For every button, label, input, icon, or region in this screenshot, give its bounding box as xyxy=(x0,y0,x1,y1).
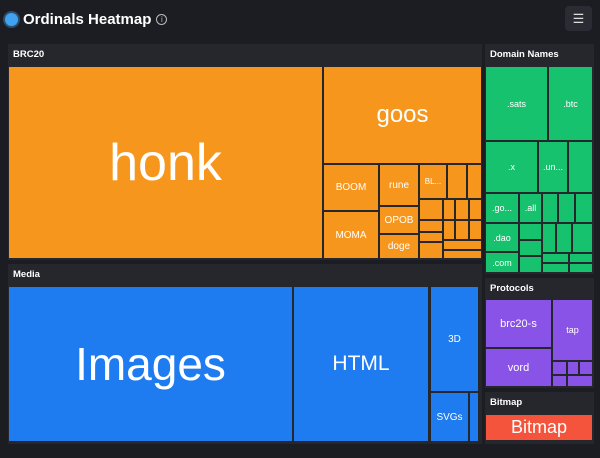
tile-domains-small[interactable] xyxy=(569,142,592,192)
page-title: Ordinals Heatmap xyxy=(23,10,152,28)
panel-label: Bitmap xyxy=(490,397,523,408)
tile-brc20-small[interactable] xyxy=(444,241,481,249)
tile-protocols-small[interactable] xyxy=(580,362,592,374)
tile-opob[interactable]: OPOB xyxy=(380,207,418,233)
tile-domains-small[interactable] xyxy=(543,224,555,252)
panel-label: BRC20 xyxy=(13,49,45,60)
panel-label: Media xyxy=(13,269,40,280)
tile-brc20-small[interactable] xyxy=(420,200,442,219)
tile-all[interactable]: .all xyxy=(520,194,541,222)
tile-domains-small[interactable] xyxy=(543,254,568,262)
tile-domains-small[interactable] xyxy=(520,241,541,255)
tile-protocols-small[interactable] xyxy=(568,362,578,374)
tile-domains-small[interactable] xyxy=(543,264,568,272)
tile-bitmap[interactable]: Bitmap xyxy=(486,415,592,440)
header: Ordinals Heatmap i xyxy=(5,8,168,30)
tile-dao[interactable]: .dao xyxy=(486,224,518,251)
tile-go[interactable]: .go... xyxy=(486,194,518,222)
tile-brc20s[interactable]: brc20-s xyxy=(486,300,551,347)
tile-domains-small[interactable] xyxy=(576,194,592,222)
tile-svgs[interactable]: SVGs xyxy=(431,393,468,441)
tile-x[interactable]: .x xyxy=(486,142,537,192)
tile-media-small[interactable] xyxy=(470,393,478,441)
tile-sats[interactable]: .sats xyxy=(486,67,547,140)
tile-goos[interactable]: goos xyxy=(324,67,481,163)
tile-com[interactable]: .com xyxy=(486,253,518,272)
tile-d3[interactable]: 3D xyxy=(431,287,478,391)
tile-protocols-small[interactable] xyxy=(553,376,566,386)
tile-rune[interactable]: rune xyxy=(380,165,418,205)
tile-moma[interactable]: MOMA xyxy=(324,212,378,258)
tile-domains-small[interactable] xyxy=(543,194,557,222)
tile-brc20-small[interactable] xyxy=(444,221,454,239)
tile-vord[interactable]: vord xyxy=(486,349,551,386)
tile-brc20-small[interactable] xyxy=(470,200,481,219)
tile-brc20-small[interactable] xyxy=(420,221,442,231)
tile-tap[interactable]: tap xyxy=(553,300,592,360)
tile-brc20-small[interactable] xyxy=(420,233,442,241)
tile-bl[interactable]: BL... xyxy=(420,165,446,198)
tile-brc20-small[interactable] xyxy=(456,221,468,239)
tile-domains-small[interactable] xyxy=(573,224,592,252)
menu-list-icon[interactable]: ☰ xyxy=(565,6,592,31)
tile-boom[interactable]: BOOM xyxy=(324,165,378,210)
tile-domains-small[interactable] xyxy=(570,264,592,272)
tile-html[interactable]: HTML xyxy=(294,287,428,441)
tile-honk[interactable]: honk xyxy=(9,67,322,258)
tile-doge[interactable]: doge xyxy=(380,235,418,258)
info-icon[interactable]: i xyxy=(156,13,168,25)
tile-protocols-small[interactable] xyxy=(568,376,592,386)
tile-btc[interactable]: .btc xyxy=(549,67,592,140)
tile-un[interactable]: .un... xyxy=(539,142,567,192)
panel-label: Protocols xyxy=(490,283,534,294)
tile-brc20-small[interactable] xyxy=(468,165,481,198)
tile-domains-small[interactable] xyxy=(559,194,574,222)
tile-brc20-small[interactable] xyxy=(448,165,466,198)
tile-domains-small[interactable] xyxy=(570,254,592,262)
tile-domains-small[interactable] xyxy=(520,224,541,239)
tile-domains-small[interactable] xyxy=(520,257,541,272)
tile-protocols-small[interactable] xyxy=(553,362,566,374)
tile-brc20-small[interactable] xyxy=(444,200,454,219)
tile-brc20-small[interactable] xyxy=(444,251,481,258)
status-dot-icon xyxy=(5,12,18,26)
tile-brc20-small[interactable] xyxy=(470,221,481,239)
tile-brc20-small[interactable] xyxy=(456,200,468,219)
tile-domains-small[interactable] xyxy=(557,224,571,252)
tile-brc20-small[interactable] xyxy=(420,243,442,258)
tile-images[interactable]: Images xyxy=(9,287,292,441)
panel-label: Domain Names xyxy=(490,49,559,60)
